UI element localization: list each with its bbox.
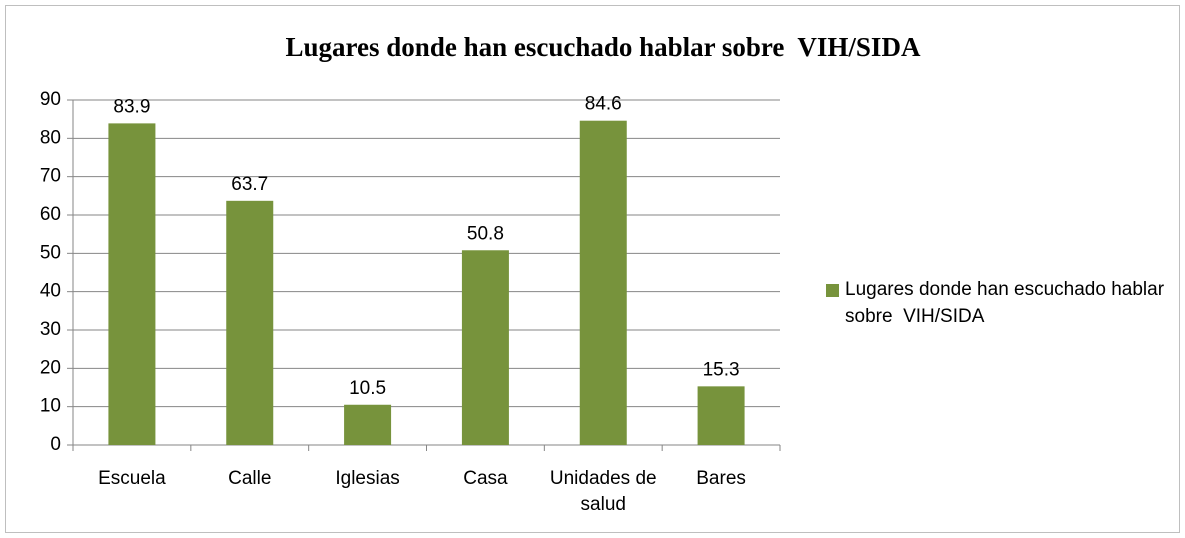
- y-tick-label: 60: [40, 204, 61, 225]
- chart-border: [5, 5, 1180, 533]
- x-tick-label: Escuela: [98, 468, 166, 489]
- y-tick-label: 10: [40, 396, 61, 417]
- bar: [697, 386, 745, 445]
- data-label: 84.6: [585, 94, 622, 115]
- bar: [344, 404, 392, 445]
- x-tick-label: Unidades de salud: [549, 468, 657, 515]
- x-tick-label: Bares: [696, 468, 746, 489]
- y-tick-label: 30: [40, 319, 61, 340]
- y-tick-label: 50: [40, 242, 61, 263]
- x-tick-label: Casa: [463, 468, 508, 489]
- x-tick-label: Calle: [228, 468, 272, 489]
- bar: [579, 120, 627, 445]
- y-tick-label: 0: [50, 434, 61, 455]
- y-tick-label: 40: [40, 281, 61, 302]
- bar: [226, 200, 274, 445]
- y-tick-label: 80: [40, 127, 61, 148]
- y-tick-label: 20: [40, 357, 61, 378]
- y-tick-label: 70: [40, 166, 61, 187]
- y-tick-label: 90: [40, 89, 61, 110]
- legend-label: Lugares donde han escuchado hablar sobre…: [845, 279, 1170, 327]
- chart-title: Lugares donde han escuchado hablar sobre…: [286, 32, 921, 62]
- data-label: 83.9: [113, 96, 150, 117]
- bar: [461, 250, 509, 445]
- data-label: 15.3: [703, 359, 740, 380]
- legend-swatch: [826, 284, 839, 297]
- data-label: 10.5: [349, 378, 386, 399]
- data-label: 63.7: [231, 174, 268, 195]
- x-tick-label: Iglesias: [335, 468, 400, 489]
- data-label: 50.8: [467, 223, 504, 244]
- bar: [108, 123, 156, 445]
